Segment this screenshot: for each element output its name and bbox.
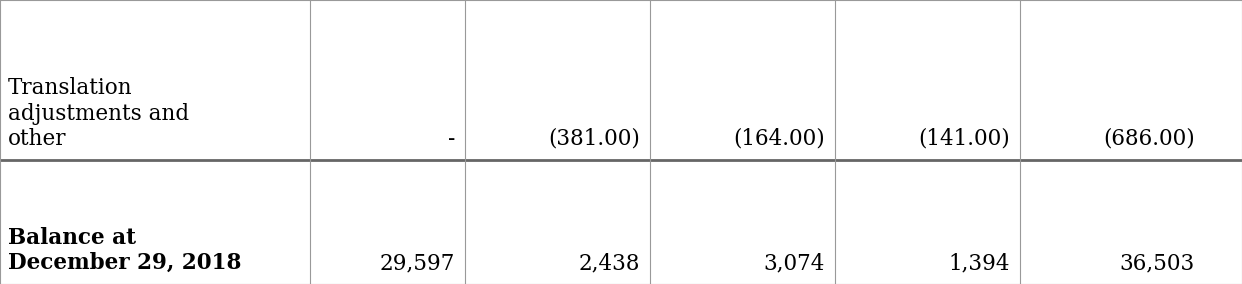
Text: -: -: [447, 128, 455, 150]
Text: 2,438: 2,438: [579, 252, 640, 274]
Text: (141.00): (141.00): [918, 128, 1010, 150]
Text: Translation
adjustments and
other: Translation adjustments and other: [7, 77, 189, 150]
Text: 36,503: 36,503: [1120, 252, 1195, 274]
Text: 1,394: 1,394: [949, 252, 1010, 274]
Text: 3,074: 3,074: [764, 252, 825, 274]
Text: (381.00): (381.00): [548, 128, 640, 150]
Text: 29,597: 29,597: [380, 252, 455, 274]
Text: Balance at
December 29, 2018: Balance at December 29, 2018: [7, 227, 241, 274]
Text: (686.00): (686.00): [1103, 128, 1195, 150]
Text: (164.00): (164.00): [733, 128, 825, 150]
